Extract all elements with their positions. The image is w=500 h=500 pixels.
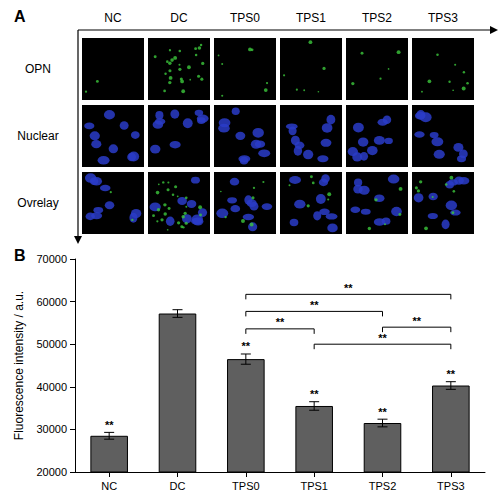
svg-text:20000: 20000 — [36, 466, 67, 478]
svg-text:**: ** — [310, 299, 319, 311]
svg-text:40000: 40000 — [36, 381, 67, 393]
svg-text:**: ** — [242, 340, 251, 352]
svg-text:NC: NC — [104, 11, 122, 25]
svg-text:Fluorescence intensity / a.u.: Fluorescence intensity / a.u. — [12, 291, 26, 440]
svg-text:Nuclear: Nuclear — [17, 129, 58, 143]
svg-text:TPS0: TPS0 — [232, 480, 260, 492]
svg-text:DC: DC — [170, 480, 186, 492]
svg-text:**: ** — [105, 419, 114, 431]
svg-text:TPS1: TPS1 — [300, 480, 328, 492]
svg-text:B: B — [14, 247, 26, 264]
svg-text:NC: NC — [101, 480, 117, 492]
svg-text:**: ** — [344, 282, 353, 294]
svg-text:A: A — [14, 8, 26, 25]
svg-text:70000: 70000 — [36, 253, 67, 265]
svg-text:TPS0: TPS0 — [230, 11, 260, 25]
svg-text:Ovrelay: Ovrelay — [17, 196, 58, 210]
svg-text:60000: 60000 — [36, 296, 67, 308]
svg-text:50000: 50000 — [36, 338, 67, 350]
svg-text:30000: 30000 — [36, 423, 67, 435]
svg-text:DC: DC — [170, 11, 188, 25]
svg-text:TPS3: TPS3 — [437, 480, 465, 492]
svg-text:**: ** — [276, 316, 285, 328]
svg-text:TPS2: TPS2 — [369, 480, 397, 492]
svg-text:**: ** — [412, 315, 421, 327]
svg-text:TPS3: TPS3 — [428, 11, 458, 25]
svg-text:**: ** — [378, 406, 387, 418]
svg-text:OPN: OPN — [25, 62, 51, 76]
svg-text:**: ** — [310, 388, 319, 400]
svg-text:**: ** — [378, 332, 387, 344]
svg-text:**: ** — [447, 368, 456, 380]
svg-text:TPS2: TPS2 — [362, 11, 392, 25]
svg-text:TPS1: TPS1 — [296, 11, 326, 25]
